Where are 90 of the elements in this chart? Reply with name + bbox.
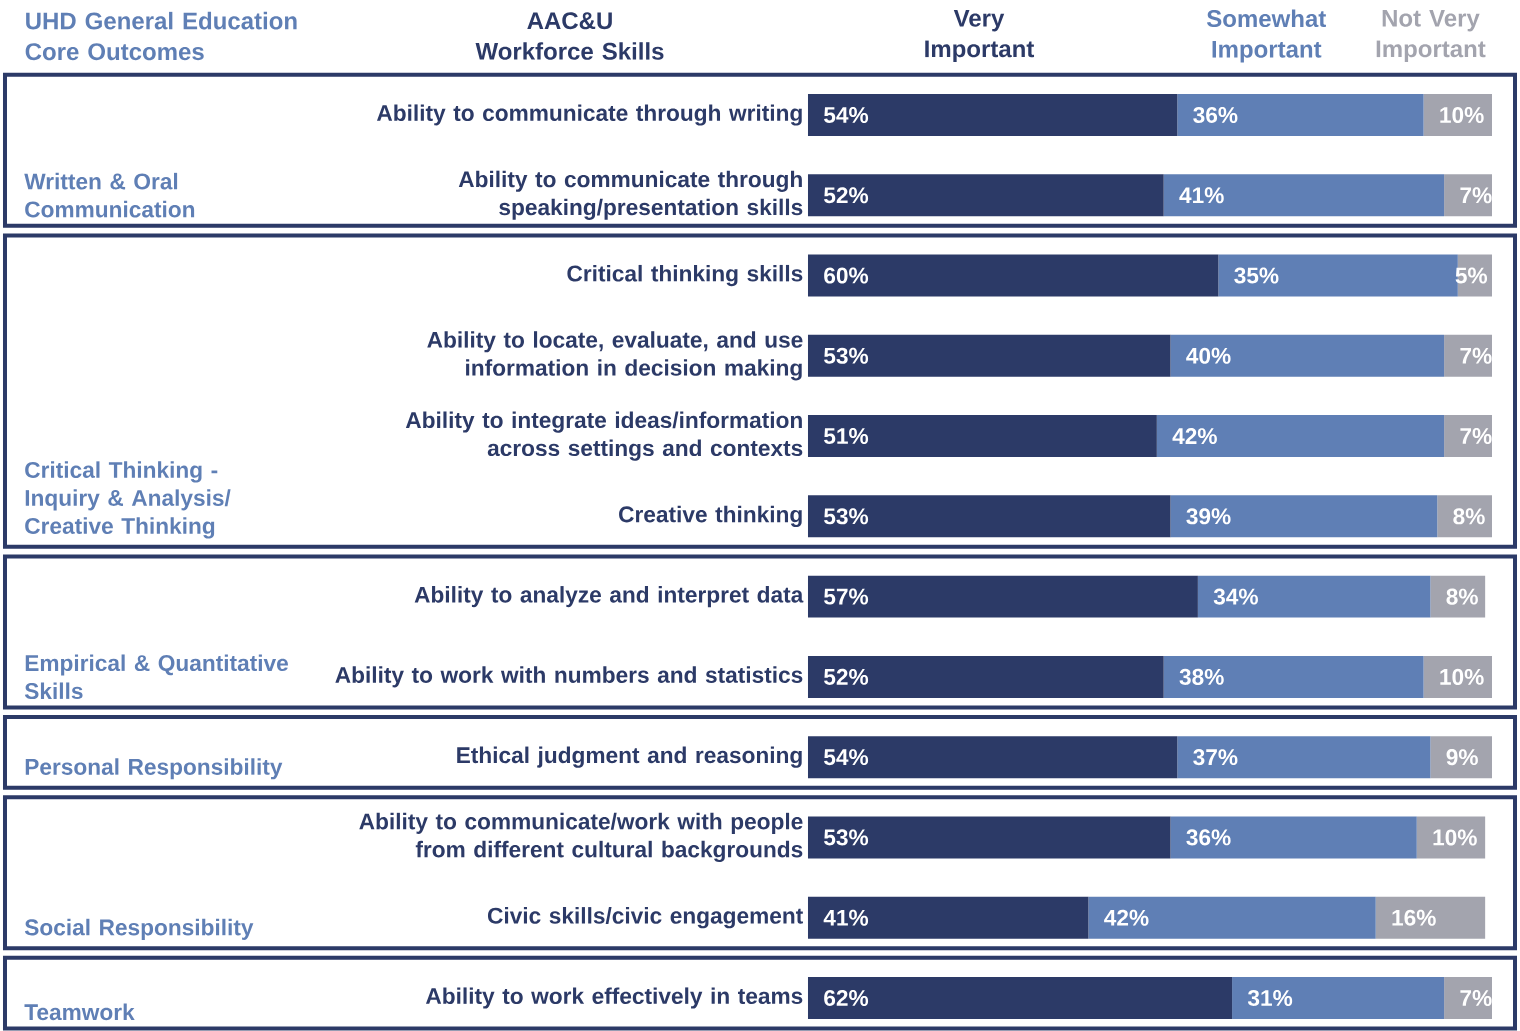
data-label: 53% [824, 508, 869, 525]
data-label: 52% [824, 187, 869, 204]
data-label: 41% [823, 909, 869, 926]
data-label: 36% [1186, 829, 1231, 846]
bar [1163, 655, 1424, 698]
y-tick-label: Ability to locate, evaluate, and use information in decision making [427, 331, 803, 381]
data-label: 54% [824, 107, 869, 123]
bar [1444, 415, 1492, 458]
y-tick-label: Ability to work effectively in teams [425, 987, 803, 1009]
bar [1170, 816, 1417, 859]
bar [1444, 976, 1492, 1019]
bar [807, 415, 1157, 458]
text: UHD General Education Core Outcomes [25, 11, 297, 61]
y-tick-label: Ability to communicate through writing [376, 104, 802, 126]
y-tick-label: Ability to communicate through speaking/presentation skills [458, 170, 803, 220]
bar [1444, 174, 1492, 217]
data-label: 10% [1440, 106, 1484, 124]
bar [807, 575, 1198, 618]
y-tick-label: Creative thinking [619, 505, 802, 527]
bar [807, 976, 1233, 1019]
data-label: 8% [1446, 588, 1478, 605]
bar [807, 816, 1171, 859]
data-label: 7% [1460, 989, 1492, 1006]
bar [1177, 94, 1424, 136]
data-label: 7% [1460, 187, 1492, 204]
bar [1177, 736, 1431, 779]
data-label: 9% [1446, 749, 1478, 766]
y-axis-title: AAC&U Workforce Skills [475, 12, 664, 60]
data-label: 62% [824, 989, 869, 1006]
series-label: Very Important [925, 9, 1035, 63]
data-label: 57% [824, 588, 869, 605]
bar [1444, 334, 1492, 377]
text: Social Responsibility [24, 918, 254, 940]
data-label: 39% [1186, 508, 1231, 525]
data-label: 37% [1193, 749, 1238, 766]
data-label: 60% [824, 267, 869, 284]
text: Empirical & Quantitative Skills [24, 654, 288, 700]
y-tick-label: Ability to analyze and interpret data [414, 586, 804, 608]
data-label: 7% [1460, 347, 1492, 364]
data-label: 51% [824, 428, 869, 445]
data-label: 36% [1193, 106, 1238, 124]
data-label: 54% [824, 749, 869, 766]
y-tick-label: Ability to integrate ideas/information across settings and contexts [405, 411, 803, 461]
bar [1430, 736, 1492, 779]
y-tick-label: Civic skills/civic engagement [487, 907, 803, 929]
bar [1416, 816, 1486, 859]
bar [807, 655, 1164, 698]
text: Personal Responsibility [25, 758, 283, 780]
data-label: 31% [1247, 989, 1293, 1006]
data-label: 41% [1179, 187, 1224, 204]
y-tick-label: Ethical judgment and reasoning [457, 746, 802, 768]
bar [1375, 896, 1486, 939]
bar [1170, 334, 1445, 377]
data-label: 42% [1104, 909, 1149, 926]
bar [807, 495, 1171, 538]
data-label: 10% [1440, 668, 1484, 685]
y-tick-label: Ability to communicate/work with people from different cultural backgrounds [359, 812, 803, 863]
data-label: 10% [1433, 829, 1477, 846]
y-tick-label: Critical thinking skills [567, 264, 803, 287]
text: Teamwork [24, 1003, 135, 1021]
data-label: 16% [1392, 909, 1436, 926]
bar [807, 94, 1178, 136]
series-label: Somewhat Important [1206, 9, 1326, 63]
text: Written & Oral Communication [24, 172, 195, 218]
data-label: 38% [1179, 668, 1224, 685]
bar [1170, 495, 1438, 538]
bar [1088, 896, 1376, 939]
data-label: 53% [824, 829, 869, 846]
bar [807, 174, 1164, 217]
data-label: 35% [1234, 267, 1279, 284]
bar [1430, 575, 1486, 618]
series-label: Not Very Important [1376, 9, 1486, 63]
bar [1437, 495, 1492, 538]
data-label: 8% [1453, 508, 1485, 525]
data-label: 40% [1186, 347, 1231, 364]
bar [1197, 575, 1431, 618]
bar [807, 896, 1089, 939]
data-label: 52% [824, 668, 869, 685]
data-label: 7% [1460, 428, 1492, 445]
data-label: 34% [1213, 588, 1258, 605]
data-label: 53% [824, 347, 869, 364]
bar [1232, 976, 1445, 1019]
text: Critical Thinking - Inquiry & Analysis/ Creative Thinking [25, 461, 231, 539]
y-tick-label: Ability to work with numbers and statistics [335, 666, 803, 688]
bar [807, 736, 1178, 779]
bar [807, 254, 1219, 297]
data-label: 42% [1172, 428, 1217, 445]
bar [1163, 174, 1445, 217]
bar [807, 334, 1171, 377]
bar [1156, 415, 1445, 458]
